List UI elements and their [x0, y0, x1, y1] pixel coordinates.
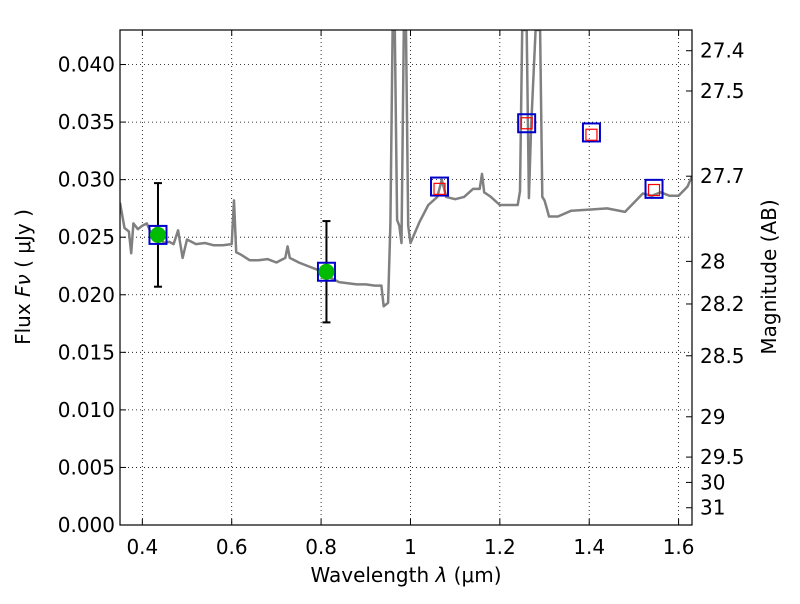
y2-axis-label: Magnitude (AB)	[757, 199, 781, 354]
y-tick-label: 0.005	[58, 455, 115, 479]
x-tick-label: 1.6	[663, 535, 695, 559]
y-tick-label: 0.030	[58, 168, 115, 192]
y-tick-label: 0.000	[58, 513, 115, 537]
model-point-box	[148, 224, 168, 245]
spectrum-layer	[120, 30, 692, 308]
y-axis-label: Flux Fν ( μJy )	[11, 209, 35, 345]
model-point-box	[316, 261, 336, 282]
x-tick-label: 1	[404, 535, 417, 559]
model-point-box	[517, 113, 537, 134]
model-point-box	[430, 176, 450, 197]
photometry-point	[318, 263, 335, 280]
y-tick-label: 0.025	[58, 225, 115, 249]
upper-point-box	[585, 128, 598, 141]
model-point-box	[644, 178, 664, 199]
marker-layer	[148, 113, 664, 324]
x-tick-label: 0.4	[126, 535, 158, 559]
y2-tick-label: 27.5	[700, 79, 745, 103]
model-point-box	[581, 122, 601, 143]
y2-tick-label: 29	[700, 405, 725, 429]
y2-tick-label: 27.7	[700, 164, 745, 188]
y-tick-label: 0.040	[58, 53, 115, 77]
y-tick-label: 0.035	[58, 110, 115, 134]
y2-tick-label: 31	[700, 496, 725, 520]
y2-tick-label: 28.2	[700, 292, 745, 316]
y2-tick-label: 27.4	[700, 39, 745, 63]
y2-tick-label: 29.5	[700, 445, 745, 469]
y2-tick-label: 28	[700, 249, 725, 273]
photometry-point	[149, 226, 166, 243]
y2-tick-label: 28.5	[700, 344, 745, 368]
upper-point-box	[647, 183, 661, 197]
y-tick-label: 0.020	[58, 283, 115, 307]
x-tick-label: 1.4	[573, 535, 605, 559]
spectrum-line	[120, 30, 692, 308]
y-tick-label: 0.010	[58, 398, 115, 422]
plot-frame	[119, 29, 693, 526]
upper-point-box	[433, 182, 446, 195]
x-tick-label: 0.8	[305, 535, 337, 559]
y-tick-label: 0.015	[58, 340, 115, 364]
y2-tick-label: 30	[700, 470, 725, 494]
y-axis-ticks: 0.000 0.005 0.010 0.015 0.020 0.025 0.030 0.035…	[58, 53, 126, 537]
x-tick-label: 1.2	[484, 535, 516, 559]
x-axis-label: Wavelength λ (μm)	[310, 563, 501, 587]
upper-point-box	[520, 117, 533, 130]
x-axis-ticks: 0.4 0.6 0.8 1 1.2 1.4 1.6	[126, 30, 695, 559]
x-tick-label: 0.6	[216, 535, 248, 559]
